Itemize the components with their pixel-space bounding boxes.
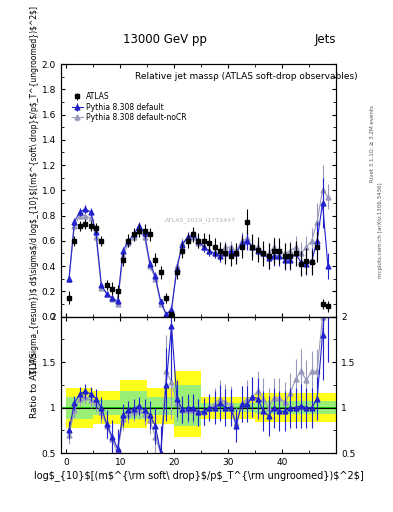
Text: 13000 GeV pp: 13000 GeV pp — [123, 33, 207, 46]
Y-axis label: Ratio to ATLAS: Ratio to ATLAS — [30, 352, 39, 418]
Text: Rivet 3.1.10; ≥ 3.2M events: Rivet 3.1.10; ≥ 3.2M events — [370, 105, 375, 182]
X-axis label: log$_{10}$[(m$^{\rm soft\ drop}$/p$_T^{\rm ungroomed})$^2$]: log$_{10}$[(m$^{\rm soft\ drop}$/p$_T^{\… — [33, 470, 364, 481]
Text: Jets: Jets — [314, 33, 336, 46]
Legend: ATLAS, Pythia 8.308 default, Pythia 8.308 default-noCR: ATLAS, Pythia 8.308 default, Pythia 8.30… — [70, 91, 188, 124]
Text: mcplots.cern.ch [arXiv:1306.3436]: mcplots.cern.ch [arXiv:1306.3436] — [378, 183, 383, 278]
Text: ATLAS_2019_I1772447: ATLAS_2019_I1772447 — [165, 218, 237, 223]
Y-axis label: $(1/\sigma_{resum})$ d$\sigma$/d log$_{10}$[(m$^{soft\ drop}$/p$_T^{ungroomed})$: $(1/\sigma_{resum})$ d$\sigma$/d log$_{1… — [30, 6, 39, 374]
Text: Relative jet massρ (ATLAS soft-drop observables): Relative jet massρ (ATLAS soft-drop obse… — [135, 72, 358, 80]
